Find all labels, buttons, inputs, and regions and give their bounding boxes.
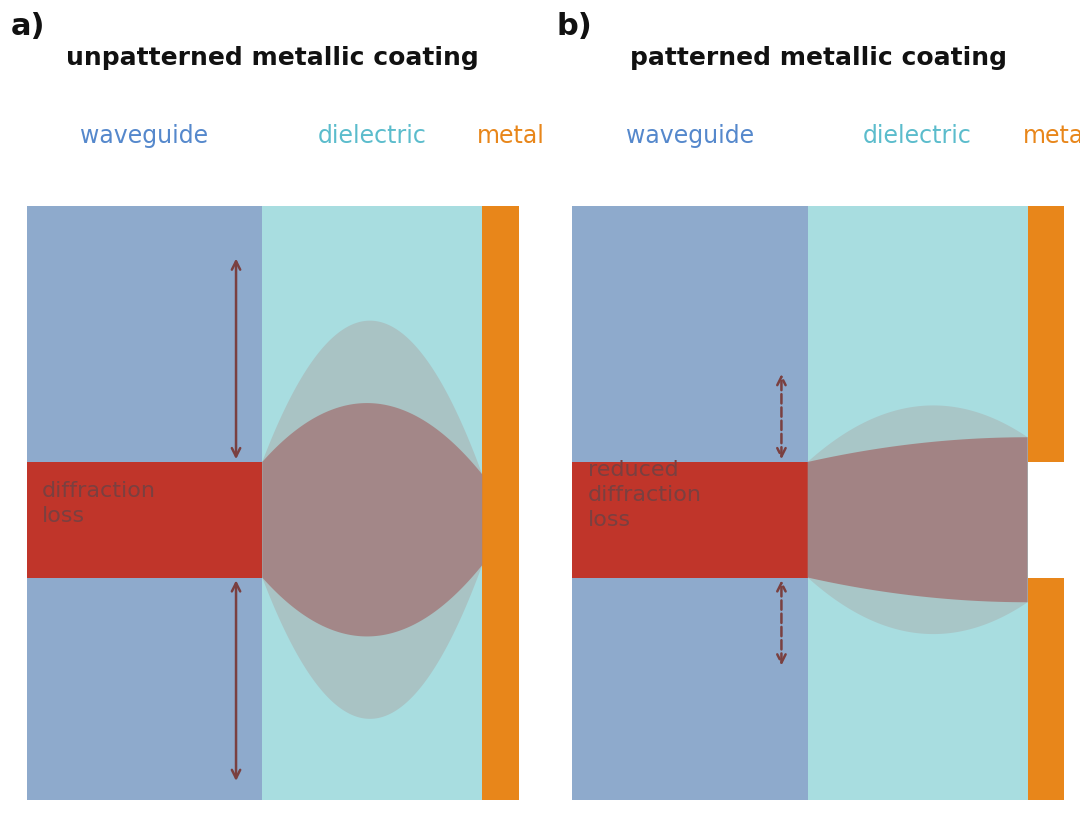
Text: b): b) [556, 12, 592, 41]
Text: diffraction
loss: diffraction loss [42, 481, 157, 526]
Bar [1027, 578, 1064, 800]
Text: waveguide: waveguide [80, 124, 208, 148]
Text: unpatterned metallic coating: unpatterned metallic coating [66, 45, 480, 70]
Text: reduced
diffraction
loss: reduced diffraction loss [588, 460, 702, 530]
Text: waveguide: waveguide [625, 124, 754, 148]
Bar [483, 206, 518, 800]
Text: dielectric: dielectric [318, 124, 427, 148]
Text: dielectric: dielectric [863, 124, 972, 148]
Bar [572, 462, 808, 578]
Text: metal: metal [1023, 124, 1080, 148]
Text: metal: metal [477, 124, 545, 148]
Bar [808, 206, 1027, 800]
Bar [262, 206, 483, 800]
Bar [1027, 206, 1064, 462]
Polygon shape [808, 437, 1027, 602]
Polygon shape [808, 405, 1027, 634]
Polygon shape [262, 321, 483, 719]
Text: patterned metallic coating: patterned metallic coating [630, 45, 1007, 70]
Polygon shape [262, 403, 483, 636]
Bar [1027, 462, 1064, 578]
Bar [572, 206, 808, 800]
Bar [27, 206, 262, 800]
Text: a): a) [11, 12, 45, 41]
Bar [27, 462, 262, 578]
